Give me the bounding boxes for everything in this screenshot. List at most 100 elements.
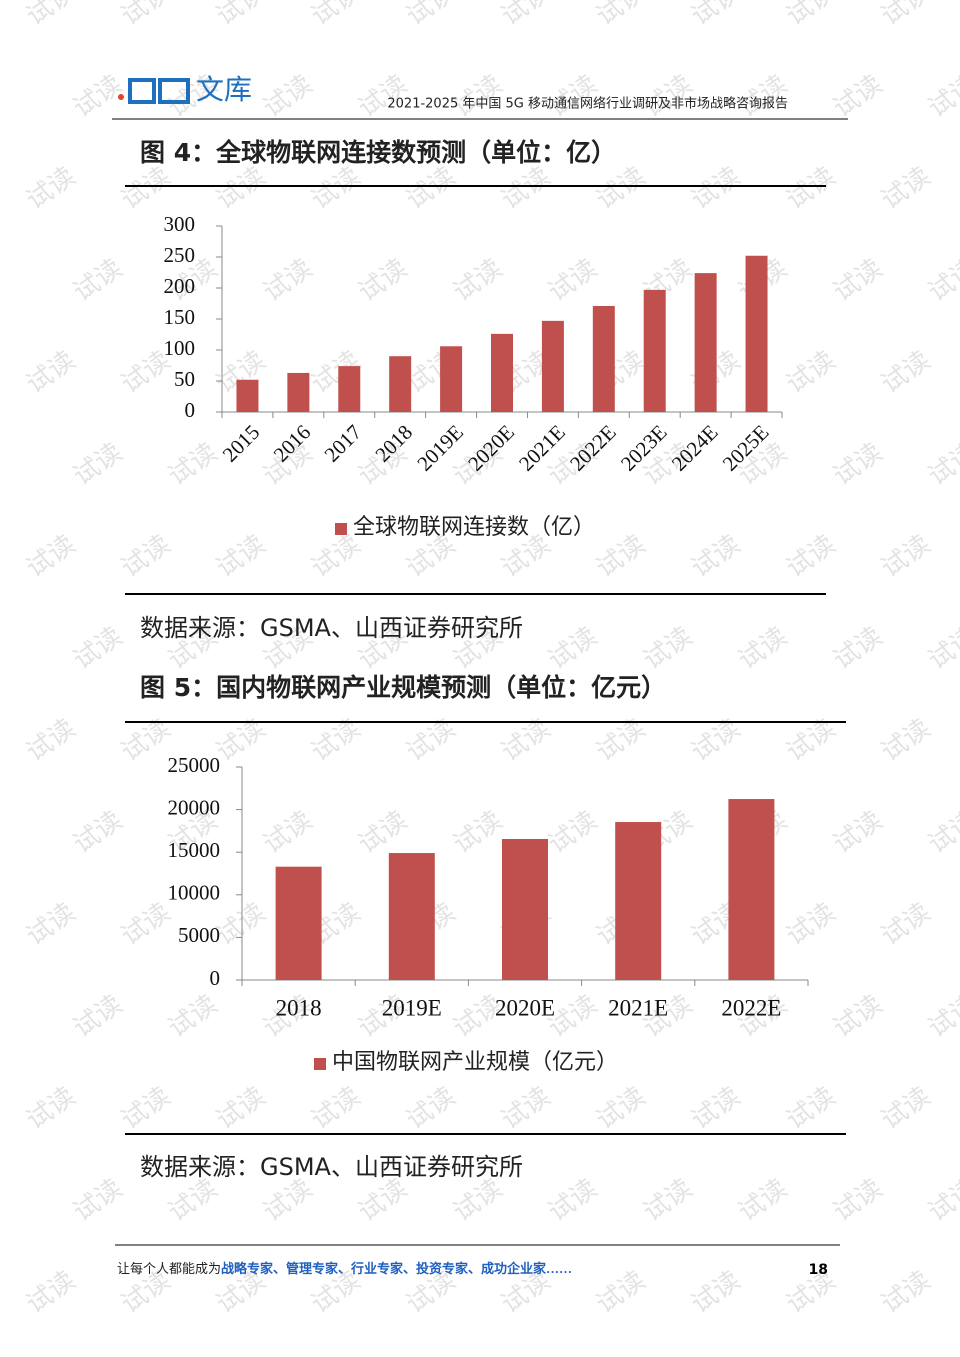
figure-source: 数据来源：GSMA、山西证券研究所: [140, 1153, 523, 1181]
watermark: 试读: [21, 1081, 81, 1135]
watermark: 试读: [923, 989, 960, 1043]
watermark: 试读: [828, 69, 888, 123]
watermark: 试读: [68, 989, 128, 1043]
watermark: 试读: [258, 1173, 318, 1227]
watermark: 试读: [21, 161, 81, 215]
watermark: 试读: [876, 897, 936, 951]
bar: [502, 838, 548, 980]
watermark: 试读: [163, 989, 223, 1043]
watermark: 试读: [543, 805, 603, 859]
watermark: 试读: [686, 1265, 746, 1319]
watermark: 试读: [306, 0, 366, 32]
watermark: 试读: [496, 0, 556, 32]
watermark: 试读: [781, 345, 841, 399]
y-tick-label: 150: [164, 305, 196, 329]
bar: [287, 372, 310, 412]
bar: [728, 799, 775, 980]
bar: [491, 333, 513, 412]
bar: [236, 379, 259, 412]
bar: [389, 356, 412, 412]
watermark: 试读: [258, 253, 318, 307]
logo-text: 文库: [196, 73, 252, 106]
y-tick-label: 20000: [168, 795, 221, 819]
watermark: 试读: [68, 253, 128, 307]
watermark: 试读: [923, 69, 960, 123]
watermark: 试读: [21, 0, 81, 32]
y-tick-label: 250: [164, 243, 196, 267]
watermark: 试读: [638, 1173, 698, 1227]
watermark: 试读: [258, 805, 318, 859]
watermark: 试读: [21, 529, 81, 583]
watermark: 试读: [211, 161, 271, 215]
watermark: 试读: [543, 621, 603, 675]
y-tick-label: 10000: [168, 881, 221, 905]
watermark: 试读: [923, 253, 960, 307]
watermark: 试读: [638, 621, 698, 675]
watermark: 试读: [448, 805, 508, 859]
watermark: 试读: [496, 161, 556, 215]
bar: [745, 255, 768, 412]
x-tick-label: 2018: [276, 995, 322, 1020]
watermark: 试读: [876, 161, 936, 215]
watermark: 试读: [923, 437, 960, 491]
watermark: 试读: [21, 713, 81, 767]
bar: [338, 366, 361, 412]
watermark: 试读: [591, 161, 651, 215]
watermark: 试读: [828, 989, 888, 1043]
bar: [694, 273, 717, 412]
watermark: 试读: [781, 529, 841, 583]
watermark: 试读: [733, 1173, 793, 1227]
watermark: 试读: [258, 69, 318, 123]
watermark: 试读: [781, 0, 841, 32]
watermark: 试读: [211, 1081, 271, 1135]
bar: [275, 866, 322, 980]
watermark: 试读: [306, 161, 366, 215]
watermark: 试读: [353, 805, 413, 859]
watermark: 试读: [116, 1081, 176, 1135]
logo: 文库: [118, 73, 252, 106]
y-tick-label: 0: [185, 398, 196, 422]
bar: [541, 320, 564, 412]
watermark: 试读: [543, 1173, 603, 1227]
watermark: 试读: [68, 1173, 128, 1227]
watermark: 试读: [211, 0, 271, 32]
y-tick-label: 25000: [168, 753, 221, 777]
watermark: 试读: [21, 345, 81, 399]
y-tick-label: 300: [164, 212, 196, 236]
watermark: 试读: [781, 161, 841, 215]
watermark: 试读: [21, 1265, 81, 1319]
footer-text: 让每个人都能成为战略专家、管理专家、行业专家、投资专家、成功企业家……: [117, 1261, 572, 1276]
watermark: 试读: [496, 1081, 556, 1135]
watermark: 试读: [68, 621, 128, 675]
watermark: 试读: [211, 897, 271, 951]
legend-swatch: [335, 523, 347, 535]
watermark: 试读: [876, 345, 936, 399]
page-number: 18: [809, 1262, 828, 1278]
watermark: 试读: [591, 529, 651, 583]
watermark: 试读: [876, 1265, 936, 1319]
watermark: 试读: [401, 161, 461, 215]
watermark: 试读: [686, 1081, 746, 1135]
logo-dot: [118, 94, 124, 100]
watermark: 试读: [211, 529, 271, 583]
watermark: 试读: [353, 1173, 413, 1227]
watermark: 试读: [828, 437, 888, 491]
watermark: 试读: [543, 253, 603, 307]
y-tick-label: 5000: [178, 923, 220, 947]
watermark: 试读: [828, 253, 888, 307]
watermark: 试读: [686, 529, 746, 583]
y-tick-label: 100: [164, 336, 196, 360]
watermark: 试读: [828, 805, 888, 859]
legend-label: 全球物联网连接数（亿）: [353, 514, 595, 539]
watermark: 试读: [591, 0, 651, 32]
figure-source: 数据来源：GSMA、山西证券研究所: [140, 614, 523, 642]
bar: [643, 289, 666, 412]
watermark: 试读: [353, 253, 413, 307]
watermark: 试读: [591, 1265, 651, 1319]
watermark: 试读: [401, 0, 461, 32]
watermark: 试读: [923, 805, 960, 859]
slogan-prefix: 让每个人都能成为: [117, 1261, 221, 1276]
watermark: 试读: [876, 1081, 936, 1135]
figure-title: 图 5：国内物联网产业规模预测（单位：亿元）: [140, 673, 666, 702]
bar: [440, 346, 463, 412]
